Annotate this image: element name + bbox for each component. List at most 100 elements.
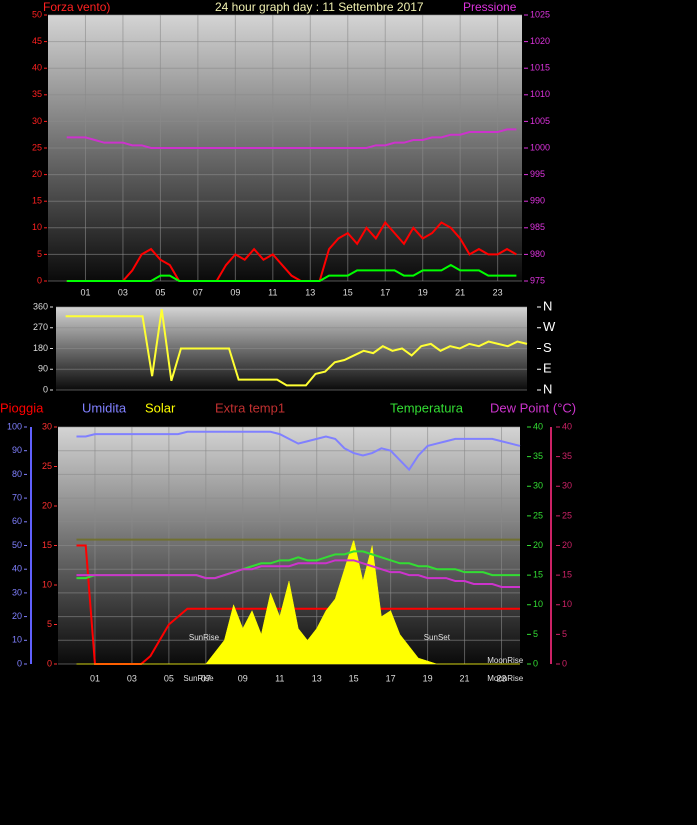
y-tick-label: 5	[562, 629, 567, 639]
y-tick-label: 5	[47, 619, 52, 629]
x-tick-label: 09	[230, 287, 240, 297]
y-tick-label: 995	[530, 169, 545, 179]
y-tick-label: 0	[562, 658, 567, 668]
series-line	[65, 309, 528, 387]
x-tick-label: 05	[155, 287, 165, 297]
y-tick-label: 60	[12, 516, 22, 526]
y2-axis-label: Pressione	[463, 0, 517, 14]
x-tick-label: 21	[460, 673, 470, 683]
y-tick-label: 80	[12, 469, 22, 479]
marker-label: SunRise	[183, 674, 214, 683]
series-line	[66, 128, 517, 149]
y-tick-label: 980	[530, 249, 545, 259]
y-tick-label: 1025	[530, 9, 550, 19]
y-tick-label: 0	[17, 658, 22, 668]
y-tick-label: 30	[533, 481, 543, 491]
y-tick-label: 50	[12, 540, 22, 550]
y-tick-label: N	[543, 298, 552, 313]
y-tick-label: 20	[562, 540, 572, 550]
y-tick-label: 10	[562, 599, 572, 609]
x-tick-label: 07	[193, 287, 203, 297]
x-tick-label: 01	[90, 673, 100, 683]
y-tick-label: 25	[533, 510, 543, 520]
y-tick-label: 975	[530, 275, 545, 285]
x-tick-label: 17	[380, 287, 390, 297]
legend-entry: Dew Point (°C)	[490, 400, 576, 415]
legend-entry: Pioggia	[0, 400, 44, 415]
y-tick-label: 25	[32, 142, 42, 152]
y-tick-label: 1010	[530, 89, 550, 99]
annotation: SunSet	[424, 633, 451, 642]
legend-entry: Umidita	[82, 400, 127, 415]
y-tick-label: 1000	[530, 142, 550, 152]
legend-entry: Extra temp1	[215, 400, 285, 415]
y-tick-label: 30	[32, 116, 42, 126]
y-tick-label: 25	[42, 461, 52, 471]
y-tick-label: 20	[533, 540, 543, 550]
y-tick-label: 35	[533, 451, 543, 461]
y-tick-label: 10	[42, 579, 52, 589]
x-tick-label: 05	[164, 673, 174, 683]
y-tick-label: 10	[12, 635, 22, 645]
y-tick-label: 30	[562, 481, 572, 491]
y-tick-label: 20	[42, 500, 52, 510]
y-tick-label: 5	[37, 249, 42, 259]
y-tick-label: 30	[42, 421, 52, 431]
y-tick-label: 40	[562, 421, 572, 431]
x-tick-label: 03	[118, 287, 128, 297]
y-tick-label: 20	[12, 611, 22, 621]
marker-label: MoonRise	[487, 674, 524, 683]
x-tick-label: 23	[497, 673, 507, 683]
y-tick-label: 30	[12, 587, 22, 597]
x-tick-label: 19	[423, 673, 433, 683]
x-tick-label: 01	[80, 287, 90, 297]
y-tick-label: 15	[32, 196, 42, 206]
y-tick-label: 5	[533, 629, 538, 639]
y-tick-label: 20	[32, 169, 42, 179]
series-line	[76, 544, 520, 665]
series-line	[76, 430, 521, 472]
x-tick-label: 17	[386, 673, 396, 683]
x-tick-label: 11	[275, 673, 284, 683]
x-tick-label: 19	[418, 287, 428, 297]
y-tick-label: 990	[530, 196, 545, 206]
chart-title: 24 hour graph day : 11 Settembre 2017	[215, 0, 424, 14]
y-tick-label: 50	[32, 9, 42, 19]
series-line	[66, 263, 517, 282]
y-tick-label: S	[543, 340, 552, 355]
y-tick-label: 35	[562, 451, 572, 461]
x-tick-label: 21	[455, 287, 465, 297]
series-line	[76, 559, 520, 588]
x-tick-label: 11	[268, 287, 277, 297]
y-tick-label: 10	[32, 222, 42, 232]
y-tick-label: 1005	[530, 116, 550, 126]
y-tick-label: 985	[530, 222, 545, 232]
y-tick-label: 90	[12, 445, 22, 455]
y-tick-label: 0	[533, 658, 538, 668]
y-tick-label: 40	[12, 564, 22, 574]
y-tick-label: 270	[33, 322, 48, 332]
x-tick-label: 07	[201, 673, 211, 683]
series-area	[76, 538, 520, 665]
legend-entry: Temperatura	[390, 400, 464, 415]
x-tick-label: 09	[238, 673, 248, 683]
y-tick-label: E	[543, 361, 552, 376]
legend-entry: Solar	[145, 400, 176, 415]
y-tick-label: 180	[33, 343, 48, 353]
y-tick-label: 0	[37, 275, 42, 285]
y-tick-label: 10	[533, 599, 543, 609]
annotation: SunRise	[189, 633, 220, 642]
y-axis-label: Forza vento)	[43, 0, 110, 14]
y-tick-label: 360	[33, 301, 48, 311]
y-tick-label: 1015	[530, 63, 550, 73]
y-tick-label: 15	[42, 540, 52, 550]
x-tick-label: 03	[127, 673, 137, 683]
y-tick-label: 40	[32, 63, 42, 73]
y-tick-label: W	[543, 319, 556, 334]
x-tick-label: 23	[493, 287, 503, 297]
y-tick-label: 70	[12, 492, 22, 502]
y-tick-label: 15	[533, 570, 543, 580]
annotation: MoonRise	[487, 656, 524, 665]
x-tick-label: 13	[312, 673, 322, 683]
